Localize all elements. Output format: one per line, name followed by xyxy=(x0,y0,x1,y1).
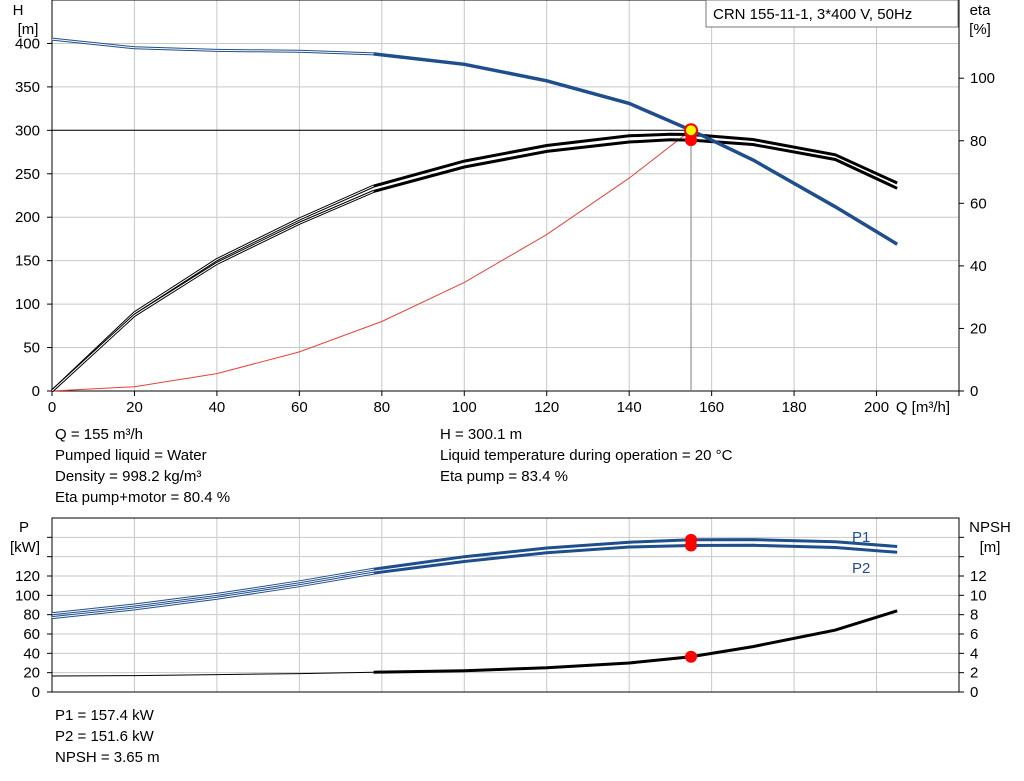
npsh-tick-label: 0 xyxy=(970,684,978,701)
eta-pump-motor-value: Eta pump+motor = 80.4 % xyxy=(55,489,231,506)
flow-value: Q = 155 m³/h xyxy=(55,426,143,443)
p-tick-label: 100 xyxy=(15,587,40,604)
npsh-tick-label: 8 xyxy=(970,607,978,624)
npsh-value: NPSH = 3.65 m xyxy=(55,749,160,766)
p2-value: P2 = 151.6 kW xyxy=(55,728,154,745)
bottom-info: P1 = 157.4 kW P2 = 151.6 kW NPSH = 3.65 … xyxy=(55,705,160,768)
p-tick-label: 20 xyxy=(23,665,40,682)
chart-title-box: CRN 155-11-1, 3*400 V, 50Hz xyxy=(705,0,959,28)
h-axis-unit: [m] xyxy=(18,21,39,38)
eta-pump-motor-curve-extended-inner xyxy=(51,190,374,392)
top-plot-frame xyxy=(51,0,960,392)
eta-pump-value: Eta pump = 83.4 % xyxy=(440,468,568,485)
q-tick-label: 80 xyxy=(373,399,390,416)
q-tick-label: 120 xyxy=(534,399,559,416)
p-tick-label: 40 xyxy=(23,645,40,662)
head-curve xyxy=(373,52,899,246)
eta-tick-label: 80 xyxy=(970,133,987,150)
h-tick-label: 250 xyxy=(15,166,40,183)
pumped-liquid: Pumped liquid = Water xyxy=(55,447,207,464)
npsh-tick-label: 6 xyxy=(970,626,978,643)
liquid-temperature: Liquid temperature during operation = 20… xyxy=(440,447,733,464)
bottom-grid xyxy=(51,518,960,693)
chart-title: CRN 155-11-1, 3*400 V, 50Hz xyxy=(713,6,912,23)
operating-point-marker xyxy=(684,123,699,138)
q-tick-label: 20 xyxy=(126,399,143,416)
p-tick-label: 60 xyxy=(23,626,40,643)
q-tick-label: 140 xyxy=(617,399,642,416)
q-axis-label: Q [m³/h] xyxy=(896,399,950,416)
q-tick-label: 60 xyxy=(291,399,308,416)
h-tick-label: 350 xyxy=(15,79,40,96)
npsh-marker xyxy=(685,650,698,663)
p-axis-unit: [kW] xyxy=(10,539,40,556)
npsh-tick-label: 10 xyxy=(970,587,987,604)
p1-curve-label: P1 xyxy=(852,529,870,546)
q-tick-label: 180 xyxy=(782,399,807,416)
head-curve-extended xyxy=(51,37,374,56)
top-grid xyxy=(51,0,960,392)
p1-curve xyxy=(373,538,898,571)
q-tick-label: 0 xyxy=(48,399,56,416)
h-tick-label: 50 xyxy=(23,340,40,357)
bottom-plot-frame xyxy=(51,517,960,693)
npsh-tick-label: 2 xyxy=(970,665,978,682)
h-tick-label: 300 xyxy=(15,122,40,139)
npsh-axis-unit: [m] xyxy=(980,539,1001,556)
eta-tick-label: 20 xyxy=(970,320,987,337)
head-value: H = 300.1 m xyxy=(440,426,523,443)
eta-pump-motor-curve xyxy=(373,138,898,193)
p-tick-label: 120 xyxy=(15,568,40,585)
top-info-left: Q = 155 m³/h Pumped liquid = Water Densi… xyxy=(55,424,230,508)
eta-tick-label: 0 xyxy=(970,383,978,400)
bottom-ticks: 0 20 40 60 80 100 120 0 2 4 6 8 10 12 xyxy=(15,536,987,701)
h-tick-label: 0 xyxy=(32,383,40,400)
npsh-tick-label: 12 xyxy=(970,568,987,585)
top-series xyxy=(50,37,899,393)
head-efficiency-chart: 0 20 40 60 80 100 120 140 160 180 2000501001502002… xyxy=(13,0,995,416)
h-tick-label: 200 xyxy=(15,209,40,226)
h-tick-label: 400 xyxy=(15,35,40,52)
power-npsh-chart: 0 20 40 60 80 100 120 0 2 4 6 8 10 12 P [kW] NPSH [m]… xyxy=(10,517,1011,701)
npsh-tick-label: 4 xyxy=(970,645,978,662)
p2-curve-label: P2 xyxy=(852,560,870,577)
h-axis-label: H xyxy=(13,2,24,19)
q-tick-label: 40 xyxy=(209,399,226,416)
eta-pump-curve xyxy=(373,132,898,188)
q-tick-label: 160 xyxy=(699,399,724,416)
eta-axis-label: eta xyxy=(970,2,992,19)
eta-tick-label: 40 xyxy=(970,258,987,275)
q-tick-label: 100 xyxy=(452,399,477,416)
p2-marker xyxy=(685,539,698,552)
p-axis-label: P xyxy=(19,519,29,536)
p2-curve xyxy=(373,543,898,575)
head-curve-extended-inner xyxy=(51,38,374,55)
eta-pump-motor-curve-extended xyxy=(50,190,375,393)
npsh-axis-label: NPSH xyxy=(969,519,1011,536)
density-value: Density = 998.2 kg/m³ xyxy=(55,468,202,485)
eta-axis-unit: [%] xyxy=(969,21,991,38)
top-ticks: 0 20 40 60 80 100 120 140 160 180 2000501001502002… xyxy=(15,35,995,416)
eta-pump-motor-marker xyxy=(685,134,698,147)
h-tick-label: 150 xyxy=(15,253,40,270)
p-tick-label: 80 xyxy=(23,607,40,624)
p2-curve-extended-inner xyxy=(51,572,374,619)
top-info-right: H = 300.1 m Liquid temperature during op… xyxy=(440,424,732,487)
q-tick-label: 200 xyxy=(864,399,889,416)
bottom-series xyxy=(51,533,898,677)
system-curve xyxy=(51,129,692,392)
npsh-curve-extended xyxy=(51,671,374,677)
eta-tick-label: 100 xyxy=(970,70,995,87)
eta-tick-label: 60 xyxy=(970,195,987,212)
p1-curve-extended-inner xyxy=(51,568,374,615)
p1-value: P1 = 157.4 kW xyxy=(55,707,154,724)
h-tick-label: 100 xyxy=(15,296,40,313)
npsh-curve xyxy=(373,609,898,674)
p-tick-label: 0 xyxy=(32,684,40,701)
